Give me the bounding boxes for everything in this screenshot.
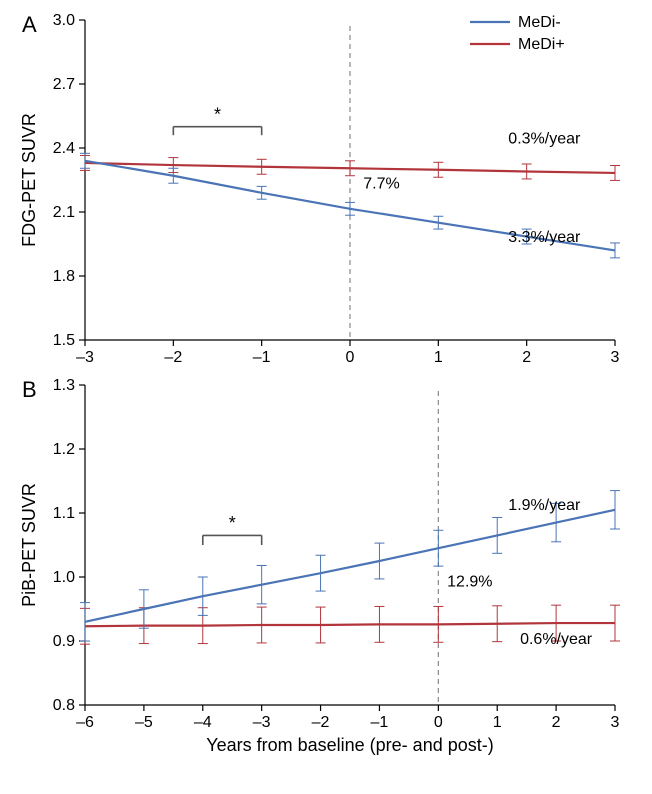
y-tick-label: 2.4 xyxy=(53,140,75,157)
multi-panel-chart: A 1.5 1.8 2.1 2.4 2.7 3.0 –3 –2 –1 0 1 2 3 FDG-PET SUV… xyxy=(0,0,652,794)
y-tick-label: 3.0 xyxy=(53,12,75,29)
sig-star: * xyxy=(214,104,221,124)
y-tick-label: 0.9 xyxy=(53,633,75,650)
y-tick-label: 0.8 xyxy=(53,697,75,714)
slope-annotation: 0.6%/year xyxy=(520,631,593,648)
x-tick-label: –4 xyxy=(194,714,212,731)
x-tick-label: 0 xyxy=(346,349,355,366)
panel-B: B 0.8 0.9 1.0 1.1 1.2 1.3 –6 –5 –4 –3 –2 –1 0 1 2 3 PiB-P… xyxy=(19,377,620,755)
x-tick-label: 1 xyxy=(434,349,443,366)
x-tick-label: 3 xyxy=(611,714,620,731)
y-tick-label: 1.2 xyxy=(53,441,75,458)
x-tick-label: –6 xyxy=(76,714,94,731)
x-tick-label: –2 xyxy=(164,349,182,366)
series-line-medi-minus xyxy=(85,510,615,622)
x-tick-label: –3 xyxy=(253,714,271,731)
x-tick-label: –1 xyxy=(371,714,389,731)
y-axis-label: FDG-PET SUVR xyxy=(19,113,39,247)
x-tick-label: 2 xyxy=(522,349,531,366)
slope-annotation: 3.3%/year xyxy=(508,229,581,246)
y-tick-label: 1.5 xyxy=(53,332,75,349)
y-tick-label: 1.8 xyxy=(53,268,75,285)
y-tick-label: 1.1 xyxy=(53,505,75,522)
x-tick-label: –3 xyxy=(76,349,94,366)
x-tick-label: 1 xyxy=(493,714,502,731)
panel-letter: B xyxy=(22,377,37,402)
panel-letter: A xyxy=(22,12,37,37)
legend-label: MeDi+ xyxy=(518,36,565,53)
x-tick-label: 3 xyxy=(611,349,620,366)
y-tick-label: 2.1 xyxy=(53,204,75,221)
x-axis-label: Years from baseline (pre- and post-) xyxy=(206,735,493,755)
baseline-diff-annotation: 12.9% xyxy=(447,574,492,591)
legend: MeDi- MeDi+ xyxy=(470,14,565,53)
slope-annotation: 0.3%/year xyxy=(508,131,581,148)
series-line-medi-plus xyxy=(85,623,615,626)
x-tick-label: –1 xyxy=(253,349,271,366)
y-tick-label: 1.3 xyxy=(53,377,75,394)
baseline-diff-annotation: 7.7% xyxy=(363,176,399,193)
x-tick-label: –2 xyxy=(312,714,330,731)
x-tick-label: –5 xyxy=(135,714,153,731)
panel-A: A 1.5 1.8 2.1 2.4 2.7 3.0 –3 –2 –1 0 1 2 3 FDG-PET SUV… xyxy=(19,12,620,366)
y-axis-label: PiB-PET SUVR xyxy=(19,483,39,607)
legend-label: MeDi- xyxy=(518,14,561,31)
y-tick-label: 1.0 xyxy=(53,569,75,586)
sig-star: * xyxy=(229,513,236,533)
x-tick-label: 2 xyxy=(552,714,561,731)
slope-annotation: 1.9%/year xyxy=(508,497,581,514)
x-tick-label: 0 xyxy=(434,714,443,731)
y-tick-label: 2.7 xyxy=(53,76,75,93)
